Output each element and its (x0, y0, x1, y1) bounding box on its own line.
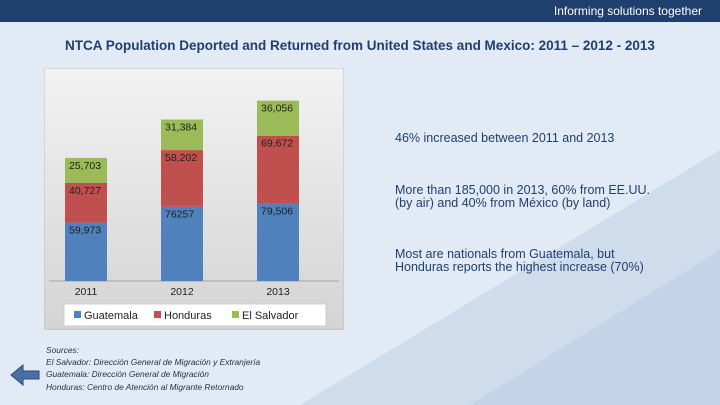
bullet-text-line: Honduras reports the highest increase (7… (395, 260, 644, 274)
data-label: 79,506 (261, 206, 293, 218)
x-tick-label: 2011 (75, 286, 98, 298)
data-label: 36,056 (261, 103, 293, 115)
slide-title: NTCA Population Deported and Returned fr… (65, 38, 655, 53)
bar-segment-honduras-2012 (161, 150, 203, 207)
legend-label: El Salvador (242, 310, 299, 322)
source-line: El Salvador: Dirección General de Migrac… (46, 357, 261, 368)
legend-label: Guatemala (84, 310, 139, 322)
bullet-increase: 46% increased between 2011 and 2013 (395, 132, 705, 145)
bar-segment-el-salvador-2013 (257, 100, 299, 136)
legend: Guatemala Honduras El Salvador (74, 310, 299, 322)
data-label: 58,202 (165, 152, 197, 164)
data-label: 25,703 (69, 160, 101, 172)
bullet-text-line: Most are nationals from Guatemala, but (395, 247, 615, 261)
header-tagline: Informing solutions together (553, 4, 702, 18)
header-bar: Informing solutions together (0, 0, 720, 22)
bar-segment-el-salvador-2011 (65, 157, 107, 183)
bar-segment-guatemala-2012 (161, 206, 203, 281)
bar-segment-guatemala-2013 (257, 203, 299, 281)
source-line: Honduras: Centro de Atención al Migrante… (46, 381, 244, 392)
bullet-nationals: Most are nationals from Guatemala, but H… (395, 248, 705, 274)
bullet-text-line: (by air) and 40% from México (by land) (395, 196, 611, 210)
bar-segment-honduras-2011 (65, 182, 107, 223)
source-line: Guatemala: Dirección General de Migració… (46, 369, 209, 380)
x-tick-label: 2012 (170, 286, 194, 298)
bar-segment-el-salvador-2012 (161, 119, 203, 151)
legend-box (63, 303, 327, 327)
data-label: 76257 (165, 209, 194, 221)
data-label: 59,973 (69, 225, 101, 237)
x-tick-labels: 2011 2012 2013 (75, 286, 290, 298)
bar-segment-honduras-2013 (257, 135, 299, 204)
sources-block: Sources: El Salvador: Dirección General … (46, 344, 260, 393)
data-label: 31,384 (165, 122, 197, 134)
back-arrow-icon[interactable] (10, 364, 40, 386)
legend-swatch (154, 311, 161, 318)
legend-swatch (74, 311, 81, 318)
legend-swatch (232, 311, 239, 318)
data-label: 40,727 (69, 185, 101, 197)
bullet-totals: More than 185,000 in 2013, 60% from EE.U… (395, 184, 705, 210)
data-label: 69,672 (261, 138, 293, 150)
bullet-text: 46% increased between 2011 and 2013 (395, 131, 615, 145)
bars-group (65, 100, 299, 281)
legend-label: Honduras (164, 310, 212, 322)
x-tick-label: 2013 (266, 286, 290, 298)
data-labels-group: 59,973 40,727 25,703 76257 58,202 31,384 79,50… (69, 103, 293, 237)
bar-segment-guatemala-2011 (65, 222, 107, 281)
sources-heading: Sources: (46, 345, 80, 355)
stacked-bar-chart: 59,973 40,727 25,703 76257 58,202 31,384 79,50… (44, 68, 344, 330)
bullet-text-line: More than 185,000 in 2013, 60% from EE.U… (395, 183, 651, 197)
